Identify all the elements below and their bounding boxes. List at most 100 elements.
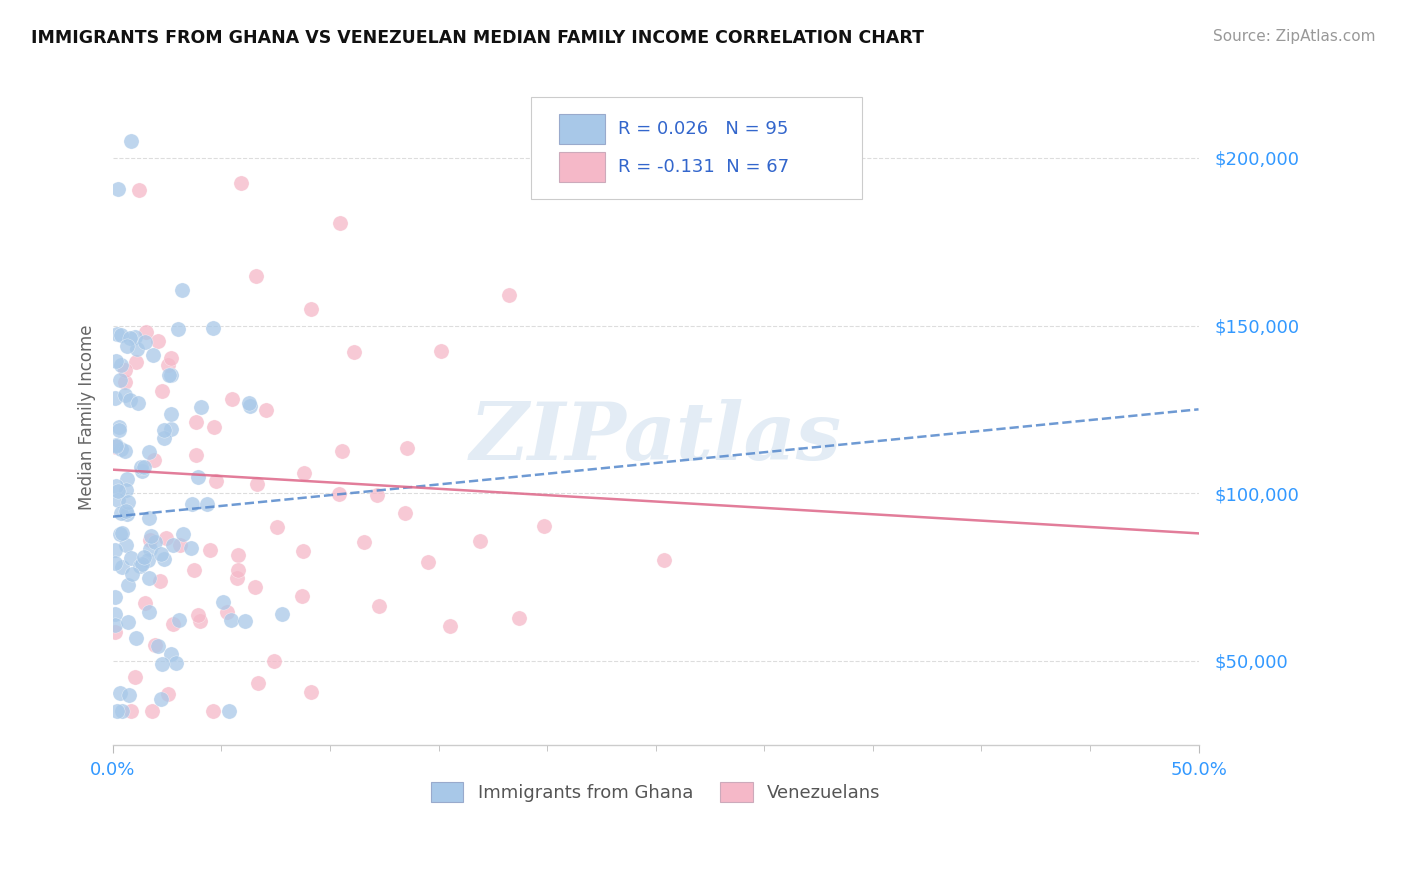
Point xyxy=(114,387,136,401)
Point xyxy=(110,526,132,541)
Point xyxy=(159,422,181,436)
Point xyxy=(114,444,136,458)
Point xyxy=(115,538,138,552)
Point xyxy=(291,543,314,558)
Point xyxy=(159,368,181,382)
Point xyxy=(138,533,160,547)
Point xyxy=(245,268,267,283)
Point xyxy=(416,555,439,569)
Point xyxy=(110,328,132,343)
Point xyxy=(169,538,191,552)
Point xyxy=(134,334,156,349)
Point xyxy=(120,134,142,148)
Point xyxy=(394,506,416,520)
Point xyxy=(246,476,269,491)
Point xyxy=(104,618,127,632)
Y-axis label: Median Family Income: Median Family Income xyxy=(79,325,96,510)
Point xyxy=(131,558,153,572)
Point xyxy=(142,348,165,362)
Text: R = 0.026   N = 95: R = 0.026 N = 95 xyxy=(617,120,789,137)
Point xyxy=(114,375,136,389)
Point xyxy=(149,574,172,589)
Point xyxy=(108,423,131,437)
Point xyxy=(150,692,173,706)
Point xyxy=(150,384,173,398)
Point xyxy=(104,391,127,405)
Point xyxy=(246,676,269,690)
Point xyxy=(115,483,138,497)
Point xyxy=(111,559,134,574)
Point xyxy=(330,444,353,458)
Point xyxy=(190,400,212,414)
Legend: Immigrants from Ghana, Venezuelans: Immigrants from Ghana, Venezuelans xyxy=(422,772,890,811)
Point xyxy=(104,439,127,453)
Text: IMMIGRANTS FROM GHANA VS VENEZUELAN MEDIAN FAMILY INCOME CORRELATION CHART: IMMIGRANTS FROM GHANA VS VENEZUELAN MEDI… xyxy=(31,29,924,47)
Point xyxy=(117,578,139,592)
Point xyxy=(215,605,238,619)
Point xyxy=(115,508,138,522)
Point xyxy=(299,684,322,698)
Point xyxy=(153,552,176,566)
Point xyxy=(117,495,139,509)
Point xyxy=(114,363,136,377)
Point xyxy=(134,596,156,610)
Point xyxy=(157,358,180,372)
Point xyxy=(180,541,202,555)
Point xyxy=(120,704,142,718)
Text: Source: ZipAtlas.com: Source: ZipAtlas.com xyxy=(1212,29,1375,45)
Point xyxy=(162,616,184,631)
Point xyxy=(439,619,461,633)
Point xyxy=(211,595,233,609)
Text: R = -0.131  N = 67: R = -0.131 N = 67 xyxy=(617,159,789,177)
Point xyxy=(153,423,176,437)
Point xyxy=(221,392,243,406)
Point xyxy=(149,547,172,561)
Point xyxy=(243,580,266,594)
Point xyxy=(180,497,202,511)
Point xyxy=(470,533,492,548)
Point xyxy=(202,704,225,718)
Point xyxy=(120,551,142,566)
Point xyxy=(166,321,188,335)
Point xyxy=(104,440,127,454)
Point xyxy=(104,478,127,492)
Point xyxy=(172,527,194,541)
Point xyxy=(201,321,224,335)
Point xyxy=(115,472,138,486)
Point xyxy=(124,329,146,343)
Point xyxy=(131,464,153,478)
Point xyxy=(120,393,142,408)
Point xyxy=(108,686,131,700)
Point xyxy=(138,445,160,459)
Point xyxy=(498,288,520,302)
Point xyxy=(292,466,315,480)
Point xyxy=(107,483,129,498)
Point xyxy=(143,453,166,467)
Point xyxy=(132,549,155,564)
Point xyxy=(153,431,176,445)
Point xyxy=(159,408,181,422)
Point xyxy=(125,355,148,369)
Point xyxy=(226,548,249,562)
Point xyxy=(128,558,150,573)
Point xyxy=(121,567,143,582)
Point xyxy=(108,420,131,434)
Point xyxy=(218,704,240,718)
Point xyxy=(150,657,173,671)
Point xyxy=(254,402,277,417)
Point xyxy=(165,657,187,671)
Point xyxy=(124,670,146,684)
Point xyxy=(266,520,288,534)
Point xyxy=(238,396,260,410)
Point xyxy=(343,345,366,359)
Point xyxy=(160,351,183,365)
Point xyxy=(105,326,128,341)
Point xyxy=(110,526,132,541)
Point xyxy=(186,448,208,462)
Text: ZIPatlas: ZIPatlas xyxy=(470,399,842,476)
Point xyxy=(329,216,352,230)
Point xyxy=(187,469,209,483)
Point xyxy=(508,611,530,625)
Point xyxy=(198,543,221,558)
Point xyxy=(396,441,419,455)
